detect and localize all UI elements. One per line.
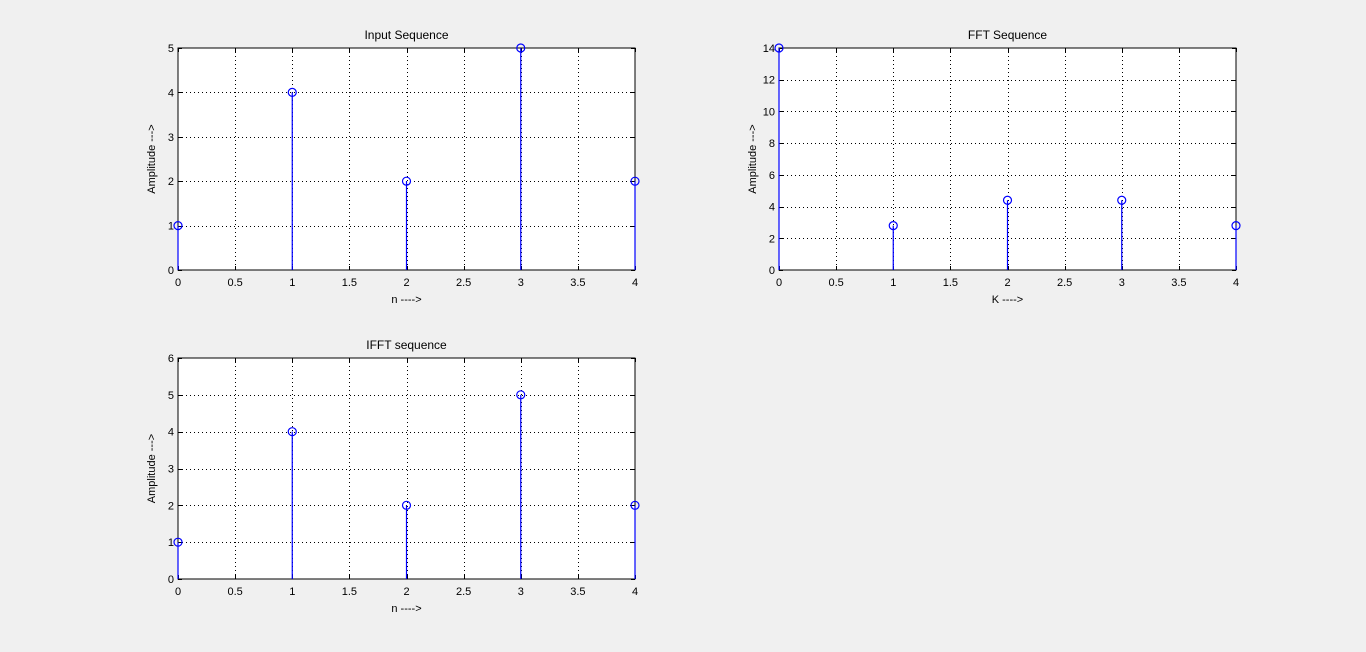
y-axis-label: Amplitude ---> xyxy=(747,124,759,193)
y-tick-label: 6 xyxy=(769,170,775,182)
y-tick-label: 0 xyxy=(168,574,174,586)
x-tick-label: 1.5 xyxy=(342,277,357,289)
x-tick-label: 1 xyxy=(289,586,295,598)
y-axis-label: Amplitude ---> xyxy=(146,124,158,193)
x-tick-label: 0 xyxy=(175,277,181,289)
stem-marker xyxy=(630,500,640,510)
x-tick-label: 0.5 xyxy=(828,277,843,289)
y-tick-label: 2 xyxy=(168,176,174,188)
x-tick-label: 1 xyxy=(289,277,295,289)
x-tick-label: 2 xyxy=(403,277,409,289)
stem-marker xyxy=(630,176,640,186)
x-tick-label: 2.5 xyxy=(456,277,471,289)
x-tick-label: 2.5 xyxy=(1057,277,1072,289)
y-tick-label: 0 xyxy=(168,265,174,277)
stem-marker xyxy=(774,43,784,53)
subplot-ifft-sequence: 0 0.5 1 1.5 2 2.5 3 3.5 4 0 1 2 3 4 5 6 IFFT sequence n -… xyxy=(146,338,640,615)
plot-title: IFFT sequence xyxy=(366,338,447,352)
x-tick-label: 4 xyxy=(632,277,638,289)
x-tick-label: 3.5 xyxy=(570,277,585,289)
stem-marker xyxy=(516,43,526,53)
x-tick-label: 3 xyxy=(518,586,524,598)
x-axis-label: K ----> xyxy=(992,294,1023,306)
y-tick-label: 5 xyxy=(168,390,174,402)
x-tick-label: 2.5 xyxy=(456,586,471,598)
x-axis-label: n ----> xyxy=(391,603,421,615)
stem-marker xyxy=(516,390,526,400)
y-tick-label: 0 xyxy=(769,265,775,277)
stem-marker xyxy=(287,87,297,98)
y-tick-label: 1 xyxy=(168,537,174,549)
x-tick-label: 1.5 xyxy=(342,586,357,598)
x-axis-label: n ----> xyxy=(391,294,421,306)
subplot-input-sequence: 0 0.5 1 1.5 2 2.5 3 3.5 4 0 1 2 3 4 5 Input Sequence n -… xyxy=(146,28,640,306)
x-tick-label: 2 xyxy=(1004,277,1010,289)
x-tick-label: 3 xyxy=(1119,277,1125,289)
y-tick-label: 3 xyxy=(168,132,174,144)
stem-marker xyxy=(1117,195,1127,205)
y-tick-label: 8 xyxy=(769,138,775,150)
stem-marker xyxy=(173,537,183,547)
stem-marker xyxy=(173,221,183,231)
stem-marker xyxy=(401,500,412,510)
x-tick-label: 3.5 xyxy=(1171,277,1186,289)
x-tick-label: 3 xyxy=(518,277,524,289)
y-tick-label: 14 xyxy=(763,43,775,55)
y-tick-label: 2 xyxy=(769,233,775,245)
y-tick-label: 1 xyxy=(168,221,174,233)
x-tick-label: 1.5 xyxy=(943,277,958,289)
y-tick-label: 5 xyxy=(168,43,174,55)
stem-marker xyxy=(888,221,898,231)
x-tick-label: 0.5 xyxy=(227,277,242,289)
x-tick-label: 0 xyxy=(175,586,181,598)
y-tick-label: 12 xyxy=(763,75,775,87)
x-tick-label: 2 xyxy=(403,586,409,598)
x-tick-label: 4 xyxy=(632,586,638,598)
stem-marker xyxy=(401,176,412,186)
x-tick-label: 1 xyxy=(890,277,896,289)
x-tick-label: 4 xyxy=(1233,277,1239,289)
y-tick-label: 3 xyxy=(168,464,174,476)
y-tick-label: 2 xyxy=(168,500,174,512)
x-tick-label: 0.5 xyxy=(227,586,242,598)
plot-title: Input Sequence xyxy=(364,28,448,42)
stem-marker xyxy=(287,427,297,437)
x-tick-label: 3.5 xyxy=(570,586,585,598)
stem-marker xyxy=(1231,221,1241,231)
y-tick-label: 4 xyxy=(769,202,775,214)
subplot-fft-sequence: 0 0.5 1 1.5 2 2.5 3 3.5 4 0 2 4 6 8 10 12 14 FFT Sequence… xyxy=(747,28,1241,306)
x-tick-label: 0 xyxy=(776,277,782,289)
stem-marker xyxy=(1002,195,1013,205)
y-tick-label: 4 xyxy=(168,427,174,439)
y-tick-label: 10 xyxy=(763,106,775,118)
y-tick-label: 6 xyxy=(168,353,174,365)
plot-title: FFT Sequence xyxy=(968,28,1047,42)
y-tick-label: 4 xyxy=(168,87,174,99)
y-axis-label: Amplitude ---> xyxy=(146,434,158,503)
